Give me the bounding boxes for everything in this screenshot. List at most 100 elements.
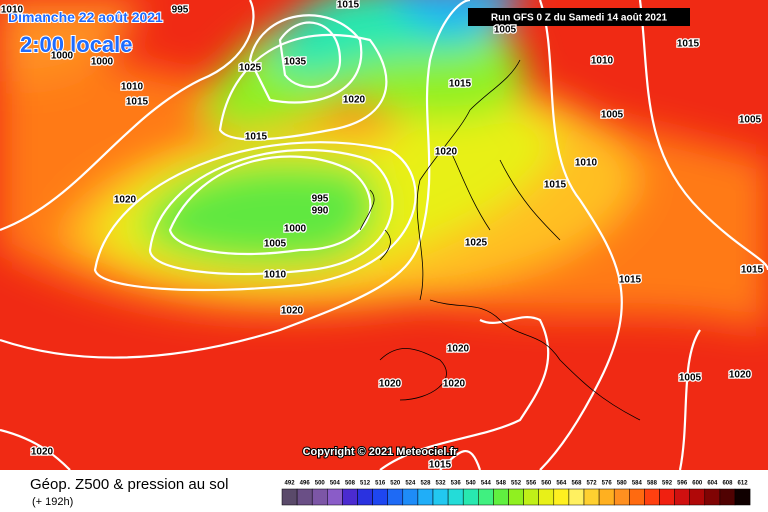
isobar-label: 1005 xyxy=(679,373,702,384)
isobar-label: 1015 xyxy=(126,97,149,108)
isobar-label: 1020 xyxy=(435,147,458,158)
scale-box xyxy=(311,488,328,506)
isobar-label: 1015 xyxy=(337,0,360,11)
field xyxy=(0,0,768,470)
isobar-label: 1015 xyxy=(544,180,567,191)
scale-box xyxy=(402,488,419,506)
scale-box xyxy=(659,488,675,506)
scale-box xyxy=(734,488,751,506)
scale-box xyxy=(493,488,509,506)
isobar-label: 1000 xyxy=(51,51,74,62)
scale-label: 580 xyxy=(617,481,628,487)
isobar-label: 1005 xyxy=(264,239,287,250)
scale-label: 496 xyxy=(300,481,311,487)
isobar-label: 1015 xyxy=(741,265,764,276)
isobar-label: 1015 xyxy=(449,79,472,90)
isobars xyxy=(0,0,768,470)
scale-box xyxy=(629,488,645,506)
isobar-label: 1015 xyxy=(619,275,642,286)
isobar-label: 1020 xyxy=(447,344,470,355)
scale-label: 576 xyxy=(602,481,613,487)
scale-box xyxy=(417,488,434,506)
isobar-label: 1005 xyxy=(741,265,764,276)
isobar-label: 1010 xyxy=(264,270,287,281)
scale-label: 504 xyxy=(330,481,341,487)
scale-label: 536 xyxy=(451,481,462,487)
scale-box xyxy=(296,488,313,506)
scale-label: 604 xyxy=(707,481,718,487)
scale-box xyxy=(568,488,585,506)
scale-box xyxy=(342,488,358,506)
run: Run GFS 0 Z du Samedi 14 août 2021 xyxy=(491,13,668,24)
scale-label: 600 xyxy=(692,481,703,487)
scale-label: 540 xyxy=(466,481,477,487)
isobar-label: 1020 xyxy=(114,195,137,206)
scale-label: 512 xyxy=(360,481,371,487)
isobar-label: 1015 xyxy=(677,39,700,50)
isobar-label: 1010 xyxy=(591,56,614,67)
scale-label: 516 xyxy=(375,481,386,487)
scale-label: 548 xyxy=(496,481,507,487)
scale-box xyxy=(644,488,660,506)
isobar-label: 1020 xyxy=(31,447,54,458)
scale-box xyxy=(372,488,388,506)
time: 2:00 locale xyxy=(20,32,133,57)
isobar-label: 1020 xyxy=(281,306,304,317)
scale-box xyxy=(704,488,721,506)
scale-label: 588 xyxy=(647,481,658,487)
isobar-label: 1020 xyxy=(343,95,366,106)
scale-box xyxy=(598,488,615,506)
run-box xyxy=(468,8,690,26)
scale-box xyxy=(327,488,343,506)
scale-box xyxy=(357,488,373,506)
isobar-label: 1005 xyxy=(494,25,517,36)
isobar-label: 1020 xyxy=(729,370,752,381)
isobar-label: 1010 xyxy=(575,158,598,169)
isobar-label: 1015 xyxy=(245,132,268,143)
scale-box xyxy=(719,488,736,506)
isobar-label: 1000 xyxy=(284,224,307,235)
scale-box xyxy=(508,488,524,506)
scale-box xyxy=(538,488,555,506)
isobar-label: 995 xyxy=(172,5,189,16)
scale-label: 592 xyxy=(662,481,673,487)
isobar-label: 990 xyxy=(312,206,329,217)
scale-label: 568 xyxy=(571,481,582,487)
isobar-label: 1025 xyxy=(465,238,488,249)
scale-box xyxy=(689,488,706,506)
scale-label: 552 xyxy=(511,481,522,487)
scale-label: 520 xyxy=(390,481,401,487)
scale-box xyxy=(674,488,690,506)
footer-title: Géop. Z500 & pression au sol xyxy=(30,476,228,493)
scale-box xyxy=(553,488,570,506)
scale-box xyxy=(613,488,630,506)
scale-label: 556 xyxy=(526,481,537,487)
scale-box xyxy=(583,488,600,506)
isobar-label: 1020 xyxy=(443,379,466,390)
scale-label: 500 xyxy=(315,481,326,487)
coastlines xyxy=(359,59,641,421)
isobar-label: 1015 xyxy=(429,460,452,471)
scale-label: 564 xyxy=(556,481,567,487)
scale-box xyxy=(462,488,479,506)
isobar-label: 1020 xyxy=(379,379,402,390)
isobar-label: 1005 xyxy=(739,115,762,126)
isobar-label: 1000 xyxy=(91,57,114,68)
scale-label: 532 xyxy=(436,481,447,487)
scale-label: 572 xyxy=(587,481,598,487)
date: Dimanche 22 août 2021 xyxy=(8,9,163,25)
scale-label: 544 xyxy=(481,481,492,487)
copyright: Copyright © 2021 Meteociel.fr xyxy=(303,446,459,458)
isobar-label: 1010 xyxy=(1,5,24,16)
scale-label: 524 xyxy=(405,481,416,487)
scale-box xyxy=(432,488,449,506)
scale-box xyxy=(447,488,464,506)
isobar-label: 1005 xyxy=(601,110,624,121)
scale-label: 528 xyxy=(420,481,431,487)
isobar-label: 1035 xyxy=(284,57,307,68)
scale-box xyxy=(523,488,539,506)
scale-label: 508 xyxy=(345,481,356,487)
scale-box xyxy=(387,488,404,506)
scale-label: 584 xyxy=(632,481,643,487)
